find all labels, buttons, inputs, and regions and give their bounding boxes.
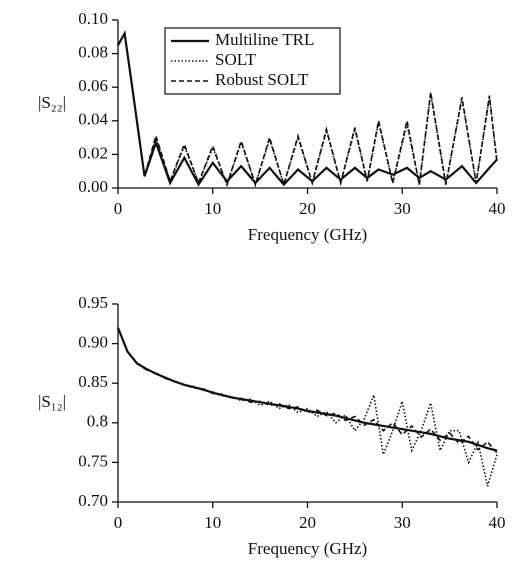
y-axis-label: |S₁₂| [38,392,66,411]
legend-label: Robust SOLT [215,70,309,89]
x-tick-label: 30 [394,513,411,532]
data-line [117,30,498,188]
y-tick-label: 0.10 [78,9,108,28]
y-tick-label: 0.70 [78,491,108,510]
data-line [117,327,498,454]
legend-label: SOLT [215,50,257,69]
x-tick-label: 40 [489,199,506,218]
x-tick-label: 20 [299,513,316,532]
x-tick-label: 10 [204,513,221,532]
y-axis-label: |S₂₂| [38,93,66,112]
x-tick-label: 20 [299,199,316,218]
x-axis-label: Frequency (GHz) [248,539,367,558]
x-tick-label: 0 [114,199,123,218]
y-tick-label: 0.04 [78,110,108,129]
y-tick-label: 0.90 [78,333,108,352]
y-tick-label: 0.8 [87,412,108,431]
y-tick-label: 0.85 [78,372,108,391]
y-tick-label: 0.95 [78,293,108,312]
y-tick-label: 0.06 [78,76,108,95]
legend-label: Multiline TRL [215,30,314,49]
legend-box [164,27,341,95]
data-line [116,327,498,452]
data-line [117,327,498,487]
x-tick-label: 30 [394,199,411,218]
y-tick-label: 0.08 [78,43,108,62]
y-tick-label: 0.00 [78,177,108,196]
x-tick-label: 0 [114,513,123,532]
x-tick-label: 40 [489,513,506,532]
x-axis-label: Frequency (GHz) [248,225,367,244]
y-tick-label: 0.75 [78,451,108,470]
x-tick-label: 10 [204,199,221,218]
y-tick-label: 0.02 [78,143,108,162]
